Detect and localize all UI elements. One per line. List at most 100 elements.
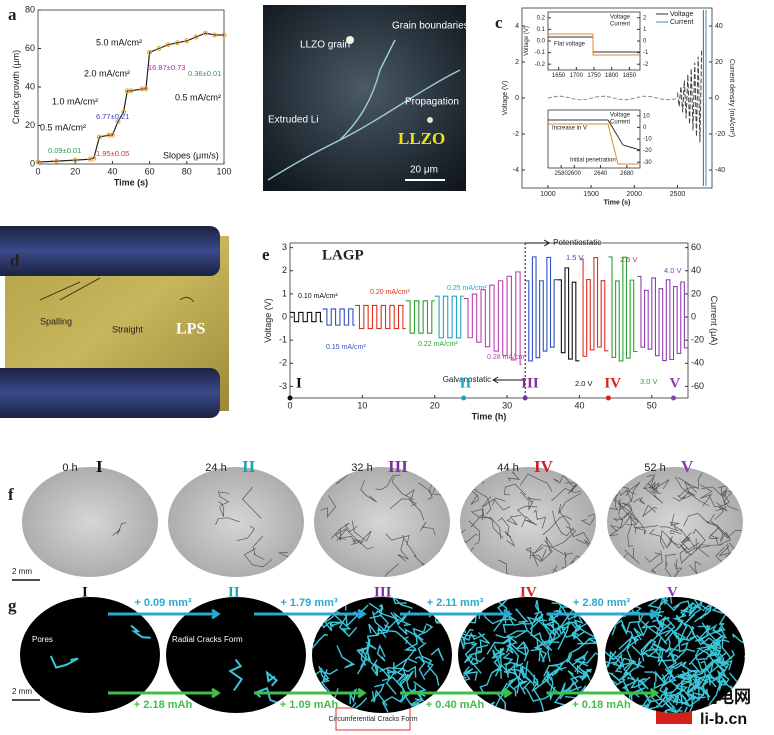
data-point [72, 157, 78, 163]
image-label: LLZO grain [300, 40, 350, 51]
crack [692, 528, 710, 558]
crack [513, 680, 528, 694]
crack [464, 642, 478, 664]
crack [723, 602, 730, 610]
time-label: 52 h [644, 462, 665, 474]
crack [566, 637, 597, 663]
x-tick-label: 2000 [626, 191, 642, 198]
x-tick-label: 2580 [554, 171, 568, 177]
crack [647, 480, 659, 493]
crack [670, 530, 682, 535]
crack [551, 487, 582, 502]
crack [314, 467, 322, 489]
voltage-trace [322, 308, 356, 326]
y2-tick-label: 0 [715, 95, 719, 102]
crack [553, 474, 574, 488]
crack [515, 608, 529, 623]
plot-frame [289, 242, 689, 399]
volume-label: + 1.79 mm³ [280, 597, 338, 609]
data-point [212, 32, 218, 38]
crack [372, 611, 389, 632]
crack [675, 614, 696, 636]
crack [318, 665, 332, 694]
current-label: 0.25 mA/cm² [447, 285, 487, 292]
image-label: Spalling [40, 316, 72, 326]
bright-spot [427, 117, 433, 123]
crack [217, 491, 230, 507]
crack [507, 678, 517, 697]
scale-label: 2 mm [12, 687, 32, 696]
crack [515, 640, 530, 662]
crack [647, 597, 669, 621]
ct-slice [20, 597, 160, 713]
ct-slice [166, 597, 306, 713]
y2-tick-label: 1 [643, 27, 647, 33]
crack [356, 656, 379, 677]
crack [693, 610, 711, 623]
crack [613, 566, 633, 574]
crack [677, 486, 697, 500]
y-tick-label: 0.2 [537, 15, 546, 21]
crack [668, 537, 691, 549]
crack [572, 532, 592, 547]
crack [357, 647, 370, 661]
crack [650, 479, 670, 494]
stage-label: II [460, 375, 472, 391]
crack [644, 552, 662, 563]
crack [641, 637, 662, 656]
panel-label: c [495, 13, 503, 32]
y2-tick-label: -20 [715, 131, 725, 138]
crack [502, 652, 514, 678]
y-tick-label: 1 [282, 288, 287, 298]
y-axis-label: Voltage (V) [263, 298, 273, 343]
y-tick-label: -2 [513, 131, 519, 138]
crack [666, 627, 686, 658]
crack [622, 683, 633, 706]
data-point [54, 158, 60, 164]
crack [421, 655, 440, 686]
x-tick-label: 60 [145, 166, 155, 176]
y2-tick-label: -60 [691, 381, 704, 391]
crack [491, 497, 506, 506]
x-tick-label: 1700 [570, 73, 584, 79]
crack [692, 673, 699, 691]
crack [312, 633, 329, 649]
panel-label: g [8, 596, 17, 615]
crack [401, 534, 426, 568]
volume-label: + 2.80 mm³ [573, 597, 631, 609]
current-trace [608, 256, 638, 362]
y-axis-label: Voltage (V) [502, 81, 509, 116]
stage-marker [671, 395, 677, 401]
crack [460, 530, 479, 543]
y-tick-label: 0.0 [537, 39, 546, 45]
current-trace [579, 257, 609, 357]
x-tick-label: 1850 [623, 73, 637, 79]
crack-network [215, 486, 303, 570]
stage-label: IV [520, 584, 537, 600]
crack [532, 549, 547, 567]
x-tick-label: 1650 [552, 73, 566, 79]
crack [314, 467, 326, 487]
inset-legend: Voltage [610, 15, 631, 21]
crack [265, 670, 279, 687]
crack [471, 508, 485, 520]
data-point [115, 119, 121, 125]
annotation: 2.0 mA/cm² [84, 68, 130, 78]
crack [370, 683, 386, 703]
inset-trace [548, 123, 640, 165]
y2-tick-label: 0 [643, 125, 647, 131]
crack [571, 655, 589, 667]
crack [438, 550, 443, 557]
crack [715, 531, 731, 546]
arrow [108, 687, 221, 699]
crack [530, 638, 554, 652]
crack [664, 559, 683, 577]
crack [552, 510, 575, 537]
crack [468, 520, 480, 545]
ct-slice [22, 467, 158, 577]
crack [674, 476, 692, 500]
crack [718, 543, 731, 557]
crack [711, 600, 735, 614]
stage-label: II [242, 457, 256, 476]
